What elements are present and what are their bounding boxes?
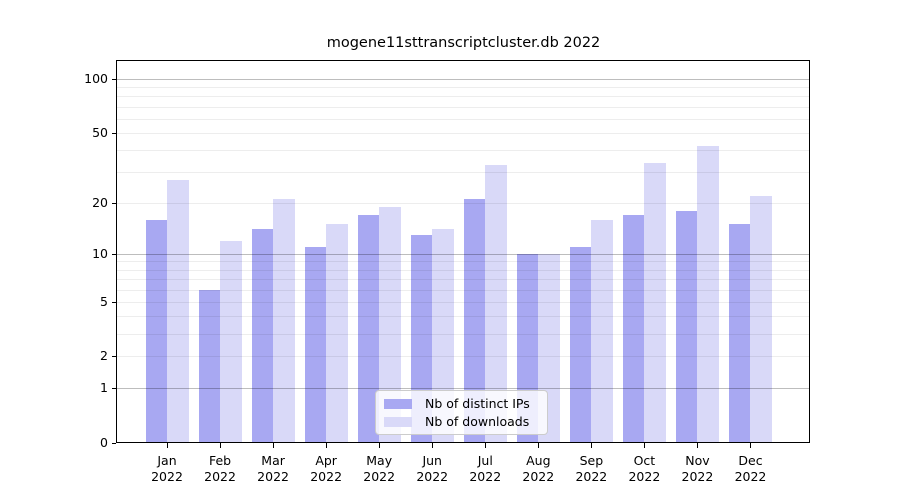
gridline-50 (117, 133, 810, 134)
y-tick-label-100: 100 (84, 71, 108, 86)
x-tick-mark-feb (220, 443, 221, 448)
bar-sep-downloads (591, 219, 613, 443)
gridline-6 (117, 290, 810, 291)
y-tick-mark-0 (112, 443, 116, 444)
bar-jul-downloads (485, 164, 507, 443)
x-tick-mark-jun (432, 443, 433, 448)
x-tick-label-mar: Mar 2022 (257, 453, 289, 484)
gridline-2 (117, 356, 810, 357)
x-tick-label-may: May 2022 (363, 453, 396, 484)
gridline-20 (117, 203, 810, 204)
bar-may-distinct-ips (357, 215, 380, 443)
x-tick-label-jan: Jan 2022 (151, 453, 183, 484)
y-tick-label-0: 0 (100, 435, 108, 450)
x-tick-mark-nov (697, 443, 698, 448)
x-tick-label-jun: Jun 2022 (416, 453, 449, 484)
x-tick-label-feb: Feb 2022 (204, 453, 236, 484)
bar-oct-downloads (644, 162, 666, 443)
gridline-70 (117, 107, 810, 108)
bar-mar-distinct-ips (251, 229, 274, 443)
y-tick-mark-20 (112, 203, 116, 204)
bar-nov-distinct-ips (675, 210, 698, 443)
y-tick-label-20: 20 (92, 194, 108, 210)
x-tick-label-sep: Sep 2022 (575, 453, 608, 484)
y-tick-mark-2 (112, 356, 116, 357)
bar-dec-downloads (750, 195, 772, 443)
bar-oct-distinct-ips (622, 215, 645, 443)
bar-jul-distinct-ips (463, 199, 486, 443)
y-tick-label-10: 10 (92, 245, 108, 261)
bar-dec-distinct-ips (728, 224, 751, 443)
bar-jan-distinct-ips (145, 219, 167, 443)
legend-item-downloads: Nb of downloads (384, 414, 539, 429)
y-tick-label-5: 5 (100, 293, 108, 309)
gridline-40 (117, 150, 810, 151)
y-tick-label-2: 2 (100, 348, 108, 364)
bar-feb-distinct-ips (198, 289, 221, 443)
legend-swatch-downloads (384, 416, 412, 427)
legend: Nb of distinct IPs Nb of downloads (375, 390, 548, 435)
gridline-1 (117, 388, 810, 389)
bar-nov-downloads (697, 146, 719, 443)
x-tick-label-dec: Dec 2022 (734, 453, 767, 484)
bar-apr-downloads (326, 224, 348, 443)
x-tick-label-aug: Aug 2022 (522, 453, 555, 484)
chart-title: mogene11sttranscriptcluster.db 2022 (326, 35, 601, 51)
bar-jun-downloads (432, 229, 454, 443)
bar-sep-distinct-ips (569, 247, 592, 443)
x-tick-mark-dec (750, 443, 751, 448)
gridline-7 (117, 279, 810, 280)
y-tick-mark-10 (112, 254, 116, 255)
bar-apr-distinct-ips (304, 247, 327, 443)
y-tick-label-50: 50 (92, 124, 108, 140)
bar-feb-downloads (220, 240, 242, 443)
gridline-100 (117, 79, 810, 80)
x-tick-label-nov: Nov 2022 (681, 453, 714, 484)
y-tick-mark-100 (112, 79, 116, 80)
x-tick-mark-oct (644, 443, 645, 448)
legend-item-distinct-ips: Nb of distinct IPs (384, 396, 539, 411)
x-tick-mark-mar (273, 443, 274, 448)
y-tick-label-1: 1 (100, 380, 108, 396)
gridline-90 (117, 87, 810, 88)
bar-may-downloads (379, 206, 401, 443)
gridline-80 (117, 96, 810, 97)
x-tick-mark-apr (326, 443, 327, 448)
x-tick-mark-jan (167, 443, 168, 448)
bar-mar-downloads (273, 199, 295, 443)
x-tick-mark-aug (538, 443, 539, 448)
x-tick-mark-sep (591, 443, 592, 448)
gridline-8 (117, 270, 810, 271)
x-tick-label-jul: Jul 2022 (469, 453, 502, 484)
gridline-9 (117, 261, 810, 262)
gridline-60 (117, 119, 810, 120)
y-tick-mark-5 (112, 302, 116, 303)
x-tick-mark-may (379, 443, 380, 448)
x-tick-label-oct: Oct 2022 (628, 453, 661, 484)
legend-swatch-distinct-ips (384, 398, 412, 409)
y-tick-mark-1 (112, 388, 116, 389)
y-tick-mark-50 (112, 133, 116, 134)
legend-label-distinct-ips: Nb of distinct IPs (425, 396, 530, 411)
gridline-10 (117, 254, 810, 255)
gridline-4 (117, 316, 810, 317)
x-tick-mark-jul (485, 443, 486, 448)
gridline-3 (117, 334, 810, 335)
bar-jan-downloads (167, 180, 189, 443)
x-tick-label-apr: Apr 2022 (310, 453, 343, 484)
gridline-30 (117, 172, 810, 173)
gridline-5 (117, 302, 810, 303)
legend-label-downloads: Nb of downloads (425, 414, 530, 429)
